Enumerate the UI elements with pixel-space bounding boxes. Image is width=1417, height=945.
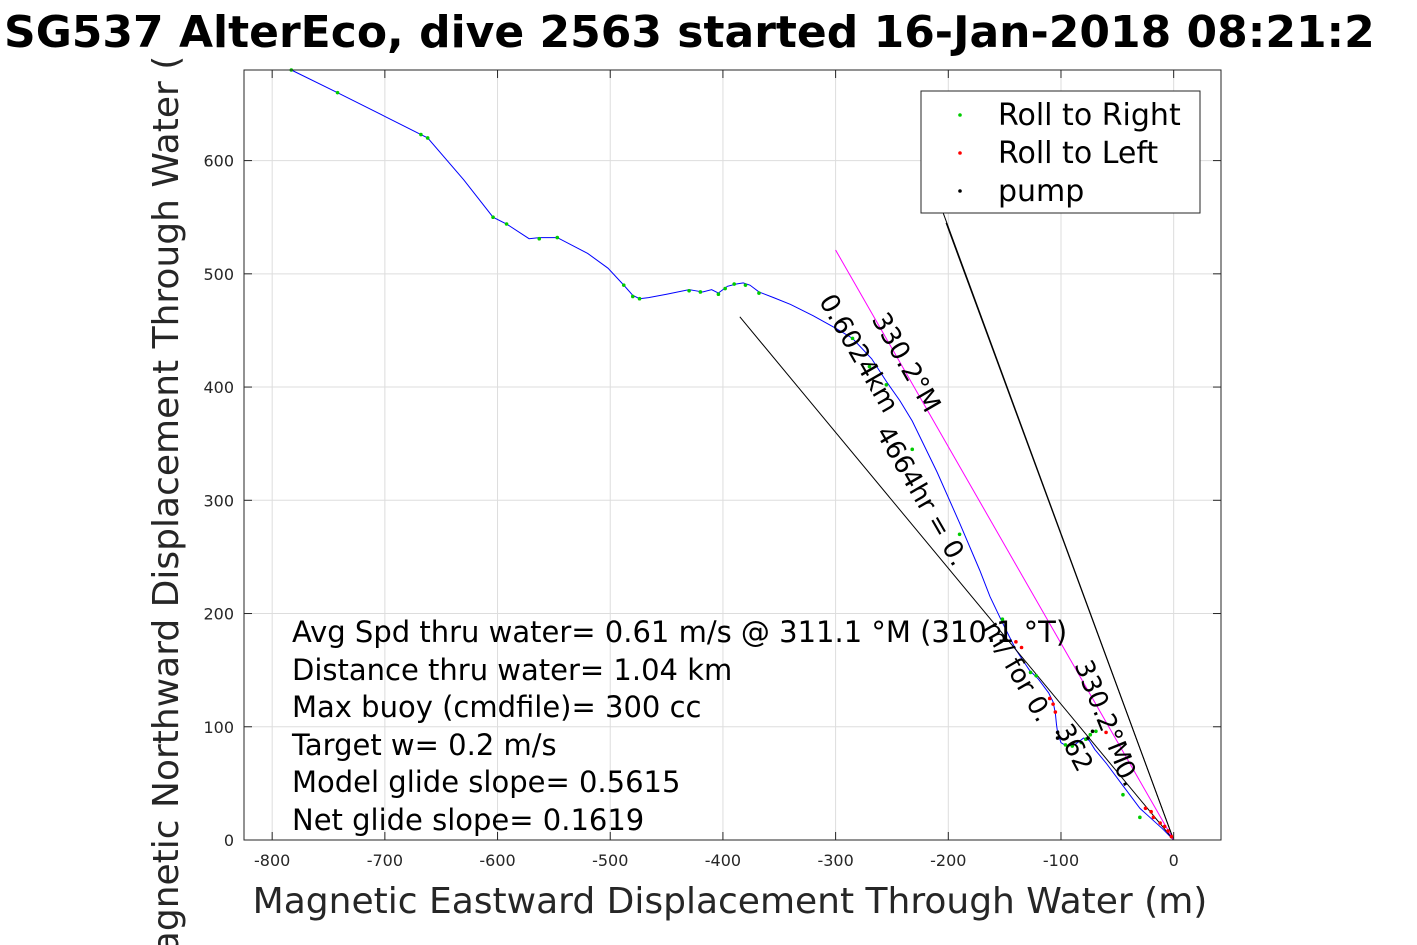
roll-to-left-point [1151,815,1156,820]
roll-to-right-point [335,90,340,95]
roll-to-left-point [1053,710,1058,714]
legend-box [920,90,1201,214]
roll-to-left-point [1104,730,1108,735]
roll-to-left-point [1143,806,1148,811]
roll-to-right-point [1000,617,1005,621]
roll-to-left-point [1169,834,1174,839]
roll-to-right-point [687,289,691,293]
legend-marker-roll-left [958,151,962,155]
x-axis-ticks: -800 -700 -600 -500 -400 -300 -200 -100 0 [254,70,1179,870]
roll-to-right-point [1028,670,1033,675]
roll-to-left-point [1014,640,1018,644]
roll-to-right-point [732,282,736,286]
y-tick-label: 100 [203,718,234,737]
roll-to-right-point [621,283,626,287]
y-tick-label: 400 [203,378,234,397]
y-tick-label: 600 [203,152,234,171]
roll-to-left-point [1047,696,1052,701]
pump-point [1090,729,1095,734]
y-tick-label: 200 [203,605,234,624]
roll-to-right-point [698,290,703,294]
roll-to-right-point [1138,815,1142,820]
annotation-target-w: Target w= 0.2 m/s [291,728,557,762]
legend-label-pump: pump [998,174,1084,209]
heading-line [945,222,1175,841]
x-tick-label: -500 [592,851,628,870]
roll-to-right-point [419,132,423,137]
annotation-distance: Distance thru water= 1.04 km [292,653,732,687]
roll-to-right-point [1079,740,1084,745]
x-axis-label: Magnetic Eastward Displacement Through W… [253,881,1208,922]
roll-to-right-point [716,292,721,297]
x-tick-label: -200 [930,851,966,870]
legend: Roll to Right Roll to Left pump [920,90,1201,214]
roll-to-right-point [1034,674,1038,678]
roll-to-left-point [1149,809,1153,814]
roll-to-right-point [743,283,748,287]
roll-to-right-point [555,235,560,240]
roll-to-left-point [1019,645,1024,650]
roll-to-right-point [910,447,915,452]
legend-label-roll-left: Roll to Left [998,136,1158,171]
roll-to-right-point [491,215,495,220]
annotation-avg-speed: Avg Spd thru water= 0.61 m/s @ 311.1 °M … [292,615,1067,649]
x-tick-label: -400 [705,851,741,870]
y-tick-label: 300 [203,491,234,510]
legend-marker-pump [958,189,962,193]
data-points [289,68,1174,839]
heading-line [739,316,1175,841]
y-tick-label: 500 [203,265,234,284]
roll-to-right-point [1088,732,1093,737]
heading-lines [739,211,1175,841]
y-axis-label: Magnetic Northward Displacement Through … [146,56,187,945]
stats-annotations: Avg Spd thru water= 0.61 m/s @ 311.1 °M … [291,615,1067,837]
y-tick-label: 0 [224,831,234,850]
roll-to-right-point [884,382,889,387]
pump-point [1055,736,1060,740]
roll-to-left-point [1166,829,1170,833]
roll-to-right-point [723,286,727,291]
x-tick-label: -100 [1043,851,1079,870]
annotation-max-buoy: Max buoy (cmdfile)= 300 cc [292,690,701,724]
current-vector-line [835,249,1175,841]
legend-marker-roll-right [958,113,962,117]
x-tick-label: -300 [817,851,853,870]
roll-to-right-point [630,294,635,299]
x-tick-label: 0 [1169,851,1179,870]
chart-title: SG537 AlterEco, dive 2563 started 16-Jan… [4,7,1375,58]
roll-to-left-point [1051,702,1055,706]
x-tick-label: -800 [254,851,290,870]
roll-to-right-point [1121,792,1125,797]
roll-to-left-point [1158,821,1162,825]
pump-point [1055,730,1060,735]
annotation-model-glide: Model glide slope= 0.5615 [292,765,680,799]
y-axis-ticks: 0 100 200 300 400 500 600 [203,152,1221,850]
x-tick-label: -600 [479,851,515,870]
roll-to-left-point [1162,824,1167,829]
roll-to-right-point [425,136,430,140]
annotation-net-glide: Net glide slope= 0.1619 [292,803,644,837]
x-tick-label: -700 [367,851,403,870]
roll-to-right-point [757,291,761,295]
roll-to-right-point [504,222,509,226]
roll-to-right-point [850,336,855,341]
roll-to-right-point [867,364,872,369]
roll-to-right-point [1070,744,1075,748]
roll-to-right-point [637,296,642,301]
pump-point [1086,736,1090,740]
roll-to-right-point [537,236,542,241]
legend-label-roll-right: Roll to Right [998,98,1181,133]
roll-to-right-point [957,532,962,537]
plot-frame [243,69,1222,841]
roll-to-right-point [1063,743,1068,747]
roll-to-right-point [1094,729,1098,734]
